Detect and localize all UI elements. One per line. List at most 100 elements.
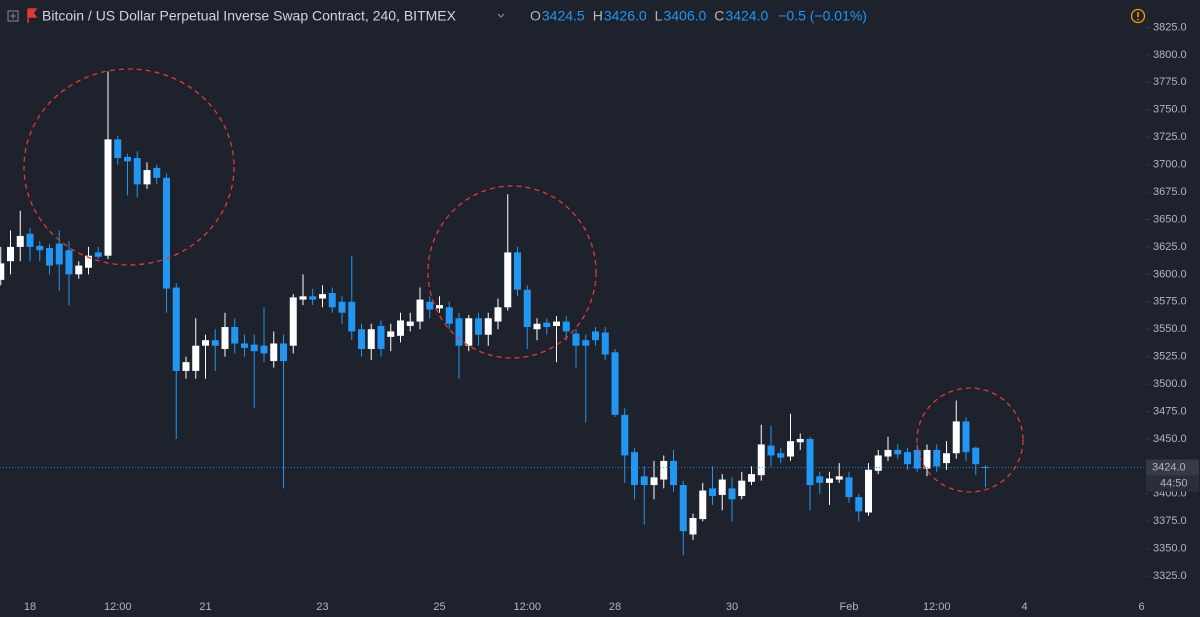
candle-body: [0, 263, 5, 280]
candle-body: [514, 252, 521, 290]
candle-body: [679, 485, 687, 532]
candle-body: [16, 235, 24, 247]
collapse-icon[interactable]: [7, 10, 19, 22]
candle-body: [367, 329, 375, 349]
y-tick-label: 3575.0: [1153, 296, 1187, 308]
candle-body: [426, 301, 434, 310]
candle-body: [397, 320, 404, 336]
y-tick-label: 3800.0: [1153, 49, 1187, 61]
highlight-circle: [23, 68, 235, 266]
ohlc-key: C: [714, 8, 724, 24]
candle-body: [767, 445, 775, 456]
candle-body: [904, 452, 911, 465]
x-tick-label: 28: [609, 601, 621, 613]
candle-body: [280, 343, 287, 362]
dropdown-chevron[interactable]: [497, 13, 505, 18]
x-tick-label: 12:00: [513, 601, 541, 613]
highlight-circle: [427, 185, 597, 359]
candle-body: [202, 340, 209, 346]
candle-body: [416, 299, 424, 322]
candle-body: [163, 177, 170, 289]
candle-body: [796, 438, 804, 443]
candle-body: [826, 478, 833, 483]
ohlc-key: L: [655, 8, 663, 24]
ohlc-value: 3426.0: [604, 8, 647, 24]
candle-body: [338, 301, 346, 313]
x-tick-label: 12:00: [104, 601, 132, 613]
x-tick-label: 25: [433, 601, 445, 613]
candle-body: [777, 453, 785, 458]
candle-body: [143, 170, 151, 185]
change-value: −0.5 (−0.01%): [778, 8, 867, 24]
y-tick-label: 3475.0: [1153, 405, 1187, 417]
candle-body: [309, 296, 317, 300]
candle-body: [94, 252, 102, 257]
candle-body: [884, 449, 892, 457]
candle-body: [894, 449, 902, 455]
candle-body: [855, 497, 863, 512]
candle-body: [328, 293, 336, 308]
ohlc-key: O: [530, 8, 541, 24]
y-tick-label: 3750.0: [1153, 104, 1187, 116]
candle-body: [475, 318, 482, 335]
candle-body: [133, 158, 141, 185]
candle-body: [660, 460, 668, 480]
candle-body: [260, 345, 268, 354]
candle-body: [572, 333, 580, 346]
header: Bitcoin / US Dollar Perpetual Inverse Sw…: [7, 8, 1146, 24]
axes: 3325.03350.03375.03400.03425.03450.03475…: [24, 21, 1199, 613]
candle-body: [192, 345, 200, 371]
last-price-label: 3424.0: [1152, 461, 1186, 473]
x-tick-label: 18: [24, 601, 36, 613]
candle-body: [611, 352, 619, 415]
y-tick-label: 3725.0: [1153, 131, 1187, 143]
candle-body: [816, 476, 824, 483]
x-tick-label: 12:00: [923, 601, 951, 613]
candle-body: [670, 460, 677, 486]
candle-body: [85, 255, 92, 268]
candle-body: [874, 455, 882, 471]
warning-icon[interactable]: [1130, 8, 1146, 24]
candle-body: [75, 265, 83, 275]
candle-body: [445, 307, 453, 324]
y-tick-label: 3825.0: [1153, 21, 1187, 33]
x-tick-label: 23: [316, 601, 328, 613]
countdown-label: 44:50: [1160, 477, 1188, 489]
x-tick-label: 21: [199, 601, 211, 613]
candle-body: [348, 301, 356, 332]
candle-body: [465, 318, 473, 346]
candle-body: [36, 245, 44, 251]
candle-body: [533, 323, 541, 330]
candle-body: [806, 438, 814, 486]
y-tick-label: 3450.0: [1153, 433, 1187, 445]
plot-area: [0, 71, 1145, 556]
candle-body: [943, 453, 950, 464]
ohlc-values: O 3424.5 H 3426.0 L 3406.0 C 3424.0: [530, 8, 768, 24]
candle-body: [504, 252, 512, 308]
candle-body: [689, 517, 697, 535]
countdown-tag: [1146, 475, 1199, 492]
y-tick-label: 3625.0: [1153, 241, 1187, 253]
candle-body: [757, 444, 765, 476]
candle-body: [46, 248, 53, 266]
y-tick-label: 3675.0: [1153, 186, 1187, 198]
candle-body: [172, 287, 180, 371]
candle-body: [65, 250, 73, 275]
y-tick-label: 3325.0: [1153, 570, 1187, 582]
candle-body: [631, 452, 638, 486]
ohlc-key: H: [593, 8, 603, 24]
candle-body: [358, 329, 365, 349]
candle-body: [250, 344, 258, 352]
candle-body: [582, 340, 590, 346]
candle-body: [845, 477, 853, 498]
candle-body: [26, 233, 34, 247]
candle-body: [7, 246, 14, 262]
candle-body: [913, 449, 921, 469]
candle-body: [387, 331, 395, 337]
annotations: [23, 68, 1024, 493]
y-tick-label: 3700.0: [1153, 159, 1187, 171]
candle-body: [543, 322, 551, 328]
candle-body: [494, 307, 502, 322]
ohlc-value: 3424.5: [542, 8, 585, 24]
